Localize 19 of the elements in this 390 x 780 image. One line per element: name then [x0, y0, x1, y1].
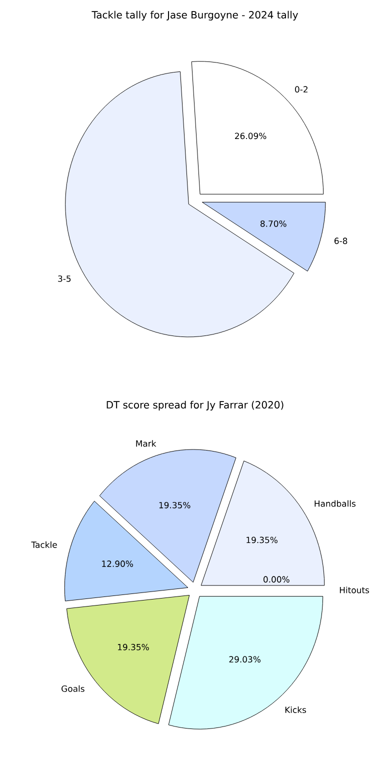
data-label: 12.90%: [102, 560, 134, 567]
slice-label: Mark: [136, 440, 156, 447]
data-label: 19.35%: [118, 644, 149, 650]
data-label: 19.35%: [246, 536, 278, 544]
slice-label: Tackle: [31, 541, 57, 548]
category-label: Hitouts: [340, 586, 370, 594]
slice-label: Handballs: [314, 500, 356, 507]
slice-label: Kicks: [285, 706, 306, 714]
slice-label: Goals: [62, 685, 84, 692]
data-label: 29.03%: [229, 656, 260, 663]
slice-label: 0-2: [295, 86, 308, 93]
chart-title: Tackle tally for Jase Burgoyne - 2024 tally: [92, 10, 298, 21]
chart-title: DT score spread for Jy Farrar (2020): [106, 400, 284, 411]
data-label: 26.09%: [235, 132, 266, 140]
data-label: 19.35%: [159, 502, 190, 508]
data-label: 8.70%: [260, 220, 286, 227]
slice-label: 6-8: [334, 238, 348, 244]
text: 0.00%: [264, 576, 290, 583]
slice-label: 3-5: [58, 275, 71, 282]
